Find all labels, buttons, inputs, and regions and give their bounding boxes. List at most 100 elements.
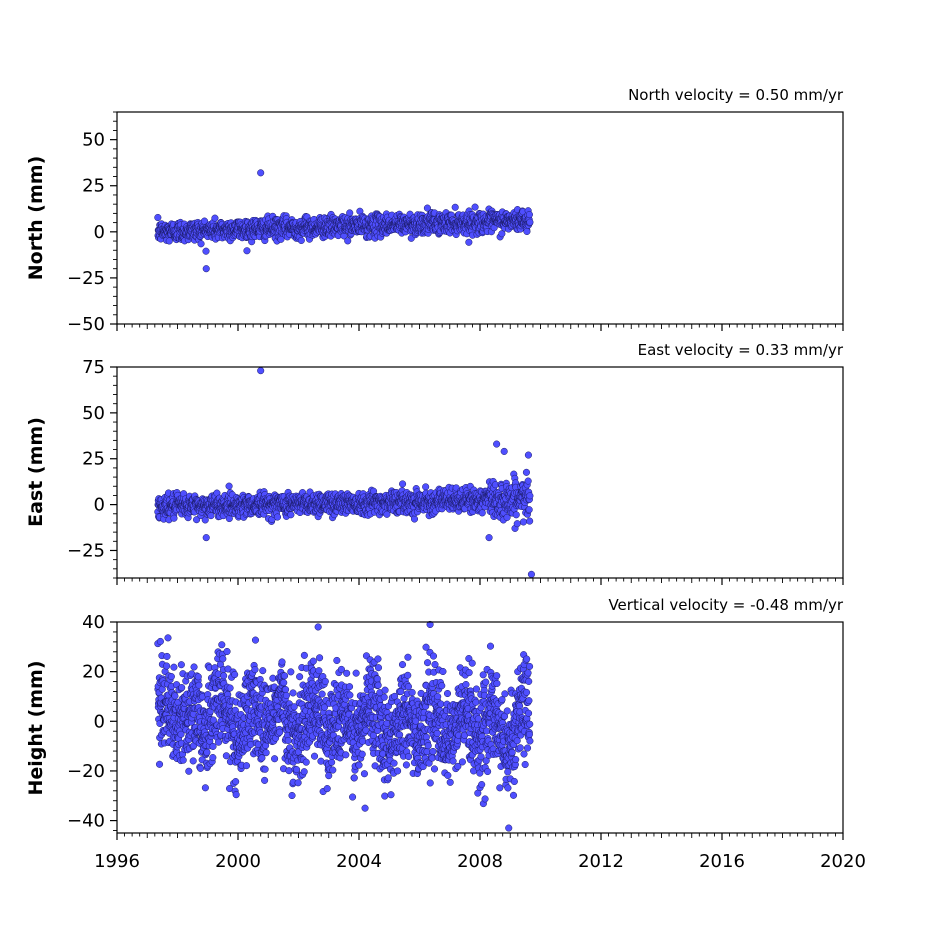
east-plot-frame	[116, 366, 844, 579]
north-data-point	[423, 204, 431, 212]
north-points	[154, 169, 534, 273]
height-data-point	[171, 692, 179, 700]
east-velocity-annotation: East velocity = 0.33 mm/yr	[638, 341, 844, 359]
height-data-point	[355, 761, 363, 769]
height-data-point	[439, 667, 447, 676]
height-data-point	[398, 661, 407, 669]
east-data-point	[257, 367, 265, 375]
height-data-point	[387, 791, 395, 799]
height-data-point	[285, 767, 293, 775]
height-data-point	[404, 653, 412, 661]
height-data-point	[185, 767, 193, 775]
panel-north: North velocity = 0.50 mm/yr −50−2502550 …	[25, 86, 844, 335]
north-data-point	[523, 227, 531, 236]
height-data-point	[281, 672, 289, 680]
north-y-tick-label: −50	[67, 314, 105, 335]
north-data-point	[202, 247, 210, 255]
north-data-point	[498, 230, 506, 238]
height-data-point	[223, 647, 231, 656]
east-data-point	[202, 534, 210, 542]
height-data-point	[280, 679, 288, 687]
height-data-point	[226, 684, 234, 692]
north-y-tick-label: −25	[67, 268, 105, 289]
height-data-point	[261, 765, 269, 773]
east-data-point	[526, 492, 534, 500]
height-data-point	[380, 693, 388, 701]
height-data-point	[231, 671, 239, 679]
east-y-axis-label: East (mm)	[25, 417, 47, 527]
height-data-point	[278, 658, 286, 666]
height-data-point	[284, 736, 292, 745]
height-points	[154, 620, 534, 832]
height-data-point	[163, 652, 171, 660]
height-data-point	[262, 749, 270, 757]
height-data-point	[310, 752, 319, 760]
height-data-point	[289, 689, 297, 697]
height-data-point	[360, 770, 368, 778]
height-data-point	[358, 750, 366, 758]
height-data-point	[222, 752, 230, 760]
east-data-point	[525, 506, 533, 514]
height-data-point	[242, 762, 251, 770]
east-data-point	[513, 520, 521, 528]
height-data-point	[345, 683, 354, 691]
height-data-point	[343, 669, 351, 677]
height-data-point	[203, 748, 211, 756]
east-data-point	[170, 514, 178, 522]
height-data-point	[437, 700, 445, 708]
height-data-point	[434, 693, 442, 701]
height-data-point	[196, 764, 205, 772]
height-data-point	[170, 663, 178, 671]
east-data-point	[493, 440, 501, 448]
height-data-point	[163, 662, 171, 670]
north-y-axis-label: North (mm)	[25, 156, 47, 281]
height-data-point	[296, 673, 304, 681]
height-data-point	[300, 651, 308, 659]
east-data-point	[500, 447, 508, 455]
height-data-point	[251, 636, 260, 644]
height-data-point	[195, 681, 203, 689]
north-data-point	[526, 218, 534, 226]
height-data-point	[287, 668, 295, 676]
height-data-point	[276, 728, 284, 736]
height-data-point	[288, 791, 296, 800]
vertical-velocity-annotation: Vertical velocity = -0.48 mm/yr	[608, 596, 843, 614]
height-data-point	[428, 754, 436, 762]
east-data-point	[410, 515, 419, 523]
height-data-point	[433, 729, 441, 737]
east-data-point	[422, 483, 430, 491]
height-data-point	[177, 661, 185, 669]
east-data-point	[512, 511, 520, 519]
height-data-point	[381, 686, 389, 694]
north-data-point	[346, 209, 354, 217]
height-data-point	[209, 742, 217, 750]
height-data-point	[309, 657, 317, 665]
height-data-point	[424, 659, 432, 667]
height-data-point	[352, 669, 360, 677]
north-y-tick-label: 50	[82, 130, 105, 151]
height-data-point	[342, 751, 350, 759]
height-data-point	[328, 758, 336, 766]
north-y-tick-label: 25	[82, 176, 105, 197]
height-data-point	[394, 767, 402, 775]
height-data-point	[155, 760, 164, 768]
east-y-tick-label: −25	[67, 540, 105, 561]
height-data-point	[194, 673, 202, 681]
east-x-ticks	[116, 578, 844, 585]
height-data-point	[232, 778, 240, 786]
height-data-point	[426, 779, 434, 787]
east-data-point	[524, 477, 532, 485]
height-data-point	[259, 667, 267, 675]
height-data-point	[359, 737, 367, 745]
east-points	[154, 367, 535, 578]
panel-height: Vertical velocity = -0.48 mm/yr −40−2002…	[25, 596, 844, 840]
height-data-point	[374, 664, 383, 672]
height-data-point	[349, 793, 357, 801]
height-data-point	[215, 738, 223, 746]
height-data-point	[189, 757, 197, 765]
north-data-point	[471, 203, 479, 211]
height-data-point	[282, 691, 290, 700]
